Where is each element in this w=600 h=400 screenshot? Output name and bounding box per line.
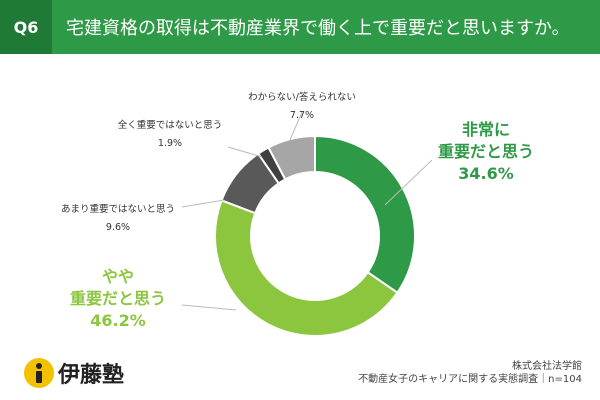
slice-label: 重要だと思う [438,142,534,161]
slice-label: 全く重要ではないと思う [118,119,223,131]
slice-label: あまり重要ではないと思う [61,203,175,215]
slice-value-label: 46.2% [90,311,146,330]
leader-line [181,199,225,208]
slice-label: 重要だと思う [70,289,166,308]
question-number-badge: Q6 [0,0,52,54]
question-header: Q6 宅建資格の取得は不動産業界で働く上で重要だと思いますか。 [0,0,600,54]
logo-text: 伊藤塾 [58,363,125,388]
question-text: 宅建資格の取得は不動産業界で働く上で重要だと思いますか。 [66,18,570,39]
info-i-icon [24,358,54,388]
leader-line [181,304,237,311]
donut-slice [214,199,399,337]
slice-value-label: 34.6% [458,164,514,183]
source-survey: 不動産女子のキャリアに関する実態調査｜n=104 [358,374,582,385]
slice-value-label: 1.9% [158,138,182,149]
slice-label: 非常に [462,120,510,139]
slice-label: やや [102,267,134,286]
leader-line [289,111,303,141]
brand-logo: 伊藤塾 [24,357,124,389]
source-note: 株式会社法学館 不動産女子のキャリアに関する実態調査｜n=104 [358,360,582,386]
slice-value-label: 9.6% [106,222,130,233]
leader-line [384,159,433,206]
donut-slice [314,134,416,295]
source-company: 株式会社法学館 [512,361,582,372]
slice-label: わからない/答えられない [248,91,356,103]
donut-slice [267,134,316,181]
slice-value-label: 7.7% [290,110,314,121]
leader-line [227,146,263,158]
